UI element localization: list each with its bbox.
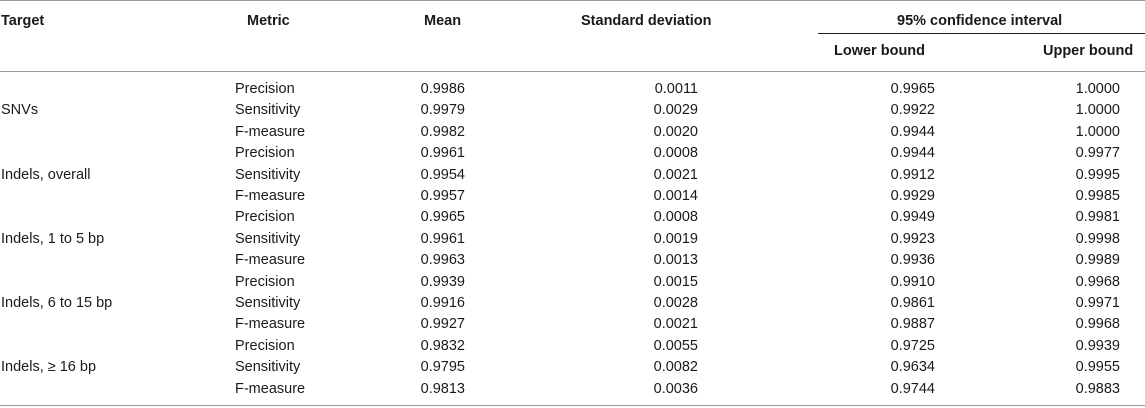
- row-upper-bound: 0.9939: [1075, 338, 1120, 354]
- header-confidence-interval: 95% confidence interval: [897, 13, 1063, 29]
- row-metric: F-measure: [235, 381, 306, 397]
- row-metric: Sensitivity: [235, 295, 301, 311]
- row-metric: F-measure: [235, 124, 306, 140]
- row-metric: Precision: [235, 81, 295, 97]
- row-standard-deviation: 0.0021: [653, 316, 698, 332]
- row-metric: Precision: [235, 338, 295, 354]
- row-mean: 0.9939: [420, 274, 465, 290]
- row-mean: 0.9979: [420, 102, 465, 118]
- row-metric: Sensitivity: [235, 231, 301, 247]
- row-standard-deviation: 0.0036: [653, 381, 698, 397]
- row-standard-deviation: 0.0013: [653, 252, 698, 268]
- row-metric: F-measure: [235, 252, 306, 268]
- row-upper-bound: 0.9968: [1075, 316, 1120, 332]
- row-upper-bound: 0.9981: [1075, 209, 1120, 225]
- row-mean: 0.9832: [420, 338, 465, 354]
- row-standard-deviation: 0.0028: [653, 295, 698, 311]
- row-mean: 0.9813: [420, 381, 465, 397]
- row-standard-deviation: 0.0020: [653, 124, 698, 140]
- row-lower-bound: 0.9923: [890, 231, 935, 247]
- row-upper-bound: 1.0000: [1075, 102, 1120, 118]
- row-metric: Sensitivity: [235, 167, 301, 183]
- row-target: Indels, ≥ 16 bp: [1, 359, 97, 375]
- row-upper-bound: 1.0000: [1075, 124, 1120, 140]
- row-metric: Sensitivity: [235, 102, 301, 118]
- row-upper-bound: 0.9977: [1075, 145, 1120, 161]
- row-metric: F-measure: [235, 316, 306, 332]
- row-upper-bound: 0.9955: [1075, 359, 1120, 375]
- header-bottom-rule: [0, 71, 1145, 72]
- row-standard-deviation: 0.0082: [653, 359, 698, 375]
- row-metric: F-measure: [235, 188, 306, 204]
- row-lower-bound: 0.9936: [890, 252, 935, 268]
- table-top-rule: [0, 0, 1145, 1]
- row-upper-bound: 0.9968: [1075, 274, 1120, 290]
- row-mean: 0.9795: [420, 359, 465, 375]
- row-mean: 0.9986: [420, 81, 465, 97]
- header-mean: Mean: [424, 13, 462, 29]
- row-metric: Precision: [235, 209, 295, 225]
- row-mean: 0.9965: [420, 209, 465, 225]
- row-mean: 0.9963: [420, 252, 465, 268]
- row-upper-bound: 0.9883: [1075, 381, 1120, 397]
- row-upper-bound: 0.9985: [1075, 188, 1120, 204]
- row-lower-bound: 0.9912: [890, 167, 935, 183]
- row-lower-bound: 0.9922: [890, 102, 935, 118]
- row-standard-deviation: 0.0055: [653, 338, 698, 354]
- row-lower-bound: 0.9965: [890, 81, 935, 97]
- row-lower-bound: 0.9725: [890, 338, 935, 354]
- row-mean: 0.9961: [420, 231, 465, 247]
- row-standard-deviation: 0.0021: [653, 167, 698, 183]
- header-standard-deviation: Standard deviation: [581, 13, 712, 29]
- header-target: Target: [1, 13, 45, 29]
- header-metric: Metric: [247, 13, 290, 29]
- row-mean: 0.9927: [420, 316, 465, 332]
- row-lower-bound: 0.9910: [890, 274, 935, 290]
- row-lower-bound: 0.9634: [890, 359, 935, 375]
- row-target: SNVs: [1, 102, 39, 118]
- row-mean: 0.9954: [420, 167, 465, 183]
- row-upper-bound: 0.9998: [1075, 231, 1120, 247]
- row-standard-deviation: 0.0019: [653, 231, 698, 247]
- row-upper-bound: 0.9995: [1075, 167, 1120, 183]
- row-standard-deviation: 0.0011: [654, 81, 698, 97]
- row-lower-bound: 0.9944: [890, 124, 935, 140]
- table-bottom-rule: [0, 405, 1145, 406]
- row-standard-deviation: 0.0015: [653, 274, 698, 290]
- row-mean: 0.9916: [420, 295, 465, 311]
- row-standard-deviation: 0.0029: [653, 102, 698, 118]
- row-target: Indels, overall: [1, 167, 91, 183]
- row-lower-bound: 0.9944: [890, 145, 935, 161]
- confidence-interval-rule: [818, 33, 1145, 34]
- row-upper-bound: 0.9989: [1075, 252, 1120, 268]
- row-standard-deviation: 0.0008: [653, 209, 698, 225]
- row-lower-bound: 0.9949: [890, 209, 935, 225]
- header-lower-bound: Lower bound: [834, 43, 926, 59]
- row-target: Indels, 6 to 15 bp: [1, 295, 113, 311]
- row-mean: 0.9961: [420, 145, 465, 161]
- row-lower-bound: 0.9887: [890, 316, 935, 332]
- row-standard-deviation: 0.0014: [653, 188, 698, 204]
- row-upper-bound: 1.0000: [1075, 81, 1120, 97]
- row-target: Indels, 1 to 5 bp: [1, 231, 105, 247]
- row-standard-deviation: 0.0008: [653, 145, 698, 161]
- row-mean: 0.9982: [420, 124, 465, 140]
- row-metric: Precision: [235, 145, 295, 161]
- row-lower-bound: 0.9744: [890, 381, 935, 397]
- row-mean: 0.9957: [420, 188, 465, 204]
- row-lower-bound: 0.9929: [890, 188, 935, 204]
- row-upper-bound: 0.9971: [1075, 295, 1120, 311]
- row-lower-bound: 0.9861: [890, 295, 935, 311]
- header-upper-bound: Upper bound: [1043, 43, 1134, 59]
- row-metric: Precision: [235, 274, 295, 290]
- row-metric: Sensitivity: [235, 359, 301, 375]
